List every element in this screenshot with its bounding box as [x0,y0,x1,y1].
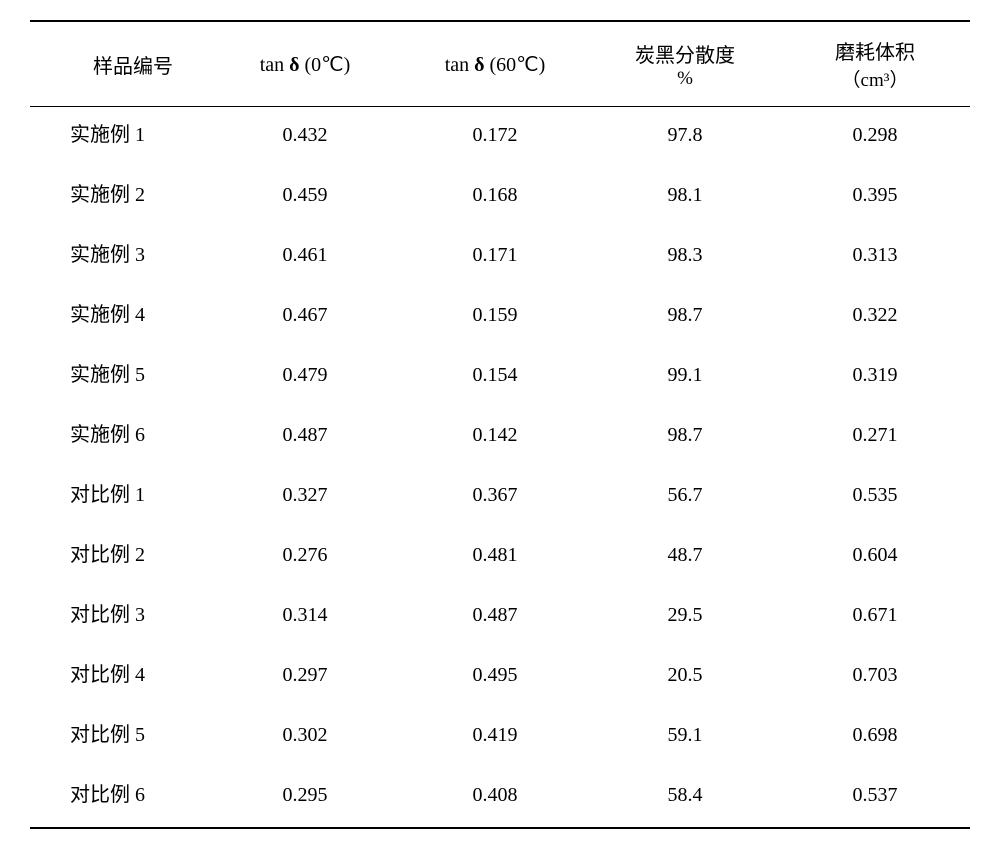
table-cell: 对比例 4 [30,647,210,707]
table-cell: 0.459 [210,167,400,227]
table-cell: 0.481 [400,527,590,587]
table-cell: 0.297 [210,647,400,707]
table-cell: 实施例 4 [30,287,210,347]
table-cell: 0.171 [400,227,590,287]
table-row: 实施例 60.4870.14298.70.271 [30,407,970,467]
table-cell: 实施例 2 [30,167,210,227]
table-row: 实施例 20.4590.16898.10.395 [30,167,970,227]
table-cell: 0.168 [400,167,590,227]
table-cell: 0.419 [400,707,590,767]
col-header-tan60: tan δ (60℃) [400,21,590,107]
header-label: tan δ (0℃) [260,54,351,76]
table-cell: 0.487 [400,587,590,647]
table-cell: 0.313 [780,227,970,287]
table-row: 对比例 20.2760.48148.70.604 [30,527,970,587]
table-cell: 0.479 [210,347,400,407]
table-cell: 98.7 [590,407,780,467]
table-cell: 实施例 6 [30,407,210,467]
table-cell: 实施例 1 [30,107,210,168]
table-cell: 0.367 [400,467,590,527]
col-header-dispersion: 炭黑分散度 % [590,21,780,107]
table-cell: 97.8 [590,107,780,168]
table-body: 实施例 10.4320.17297.80.298实施例 20.4590.1689… [30,107,970,829]
table-cell: 0.319 [780,347,970,407]
table-cell: 0.495 [400,647,590,707]
table-cell: 对比例 2 [30,527,210,587]
table-row: 对比例 30.3140.48729.50.671 [30,587,970,647]
table-cell: 0.314 [210,587,400,647]
table-cell: 对比例 3 [30,587,210,647]
table-cell: 0.172 [400,107,590,168]
table-row: 对比例 10.3270.36756.70.535 [30,467,970,527]
header-label: tan δ (60℃) [445,54,546,76]
col-header-wear: 磨耗体积 （cm³） [780,21,970,107]
table-cell: 0.703 [780,647,970,707]
header-label: 磨耗体积 [835,42,915,64]
table-cell: 0.432 [210,107,400,168]
table-row: 实施例 10.4320.17297.80.298 [30,107,970,168]
table-cell: 0.698 [780,707,970,767]
table-cell: 实施例 5 [30,347,210,407]
header-label: 炭黑分散度 [635,45,735,67]
table-cell: 0.395 [780,167,970,227]
table-cell: 0.487 [210,407,400,467]
table-cell: 0.295 [210,767,400,828]
table-row: 对比例 60.2950.40858.40.537 [30,767,970,828]
table-row: 实施例 50.4790.15499.10.319 [30,347,970,407]
table-cell: 98.3 [590,227,780,287]
table-row: 实施例 30.4610.17198.30.313 [30,227,970,287]
table-cell: 0.535 [780,467,970,527]
table-cell: 0.604 [780,527,970,587]
table-cell: 98.1 [590,167,780,227]
table-cell: 0.408 [400,767,590,828]
table-cell: 对比例 6 [30,767,210,828]
table-cell: 99.1 [590,347,780,407]
data-table: 样品编号 tan δ (0℃) tan δ (60℃) 炭黑分散度 % 磨耗体积… [30,20,970,829]
table-cell: 0.154 [400,347,590,407]
table-cell: 0.322 [780,287,970,347]
table-cell: 0.671 [780,587,970,647]
table-cell: 58.4 [590,767,780,828]
header-sub: （cm³） [784,65,966,92]
table-cell: 0.327 [210,467,400,527]
table-cell: 0.142 [400,407,590,467]
col-header-tan0: tan δ (0℃) [210,21,400,107]
header-label: 样品编号 [93,56,173,78]
table-header-row: 样品编号 tan δ (0℃) tan δ (60℃) 炭黑分散度 % 磨耗体积… [30,21,970,107]
table-cell: 59.1 [590,707,780,767]
table-cell: 20.5 [590,647,780,707]
table-cell: 实施例 3 [30,227,210,287]
table-cell: 对比例 1 [30,467,210,527]
col-header-sample: 样品编号 [30,21,210,107]
table-cell: 56.7 [590,467,780,527]
table-cell: 98.7 [590,287,780,347]
table-cell: 0.276 [210,527,400,587]
table-row: 对比例 40.2970.49520.50.703 [30,647,970,707]
table-cell: 48.7 [590,527,780,587]
table-cell: 0.298 [780,107,970,168]
table-cell: 0.302 [210,707,400,767]
table-row: 实施例 40.4670.15998.70.322 [30,287,970,347]
table-cell: 0.461 [210,227,400,287]
table-cell: 0.537 [780,767,970,828]
table-row: 对比例 50.3020.41959.10.698 [30,707,970,767]
header-sub: % [594,68,776,90]
table-cell: 0.467 [210,287,400,347]
table-cell: 29.5 [590,587,780,647]
table-cell: 0.159 [400,287,590,347]
table-cell: 对比例 5 [30,707,210,767]
table-cell: 0.271 [780,407,970,467]
